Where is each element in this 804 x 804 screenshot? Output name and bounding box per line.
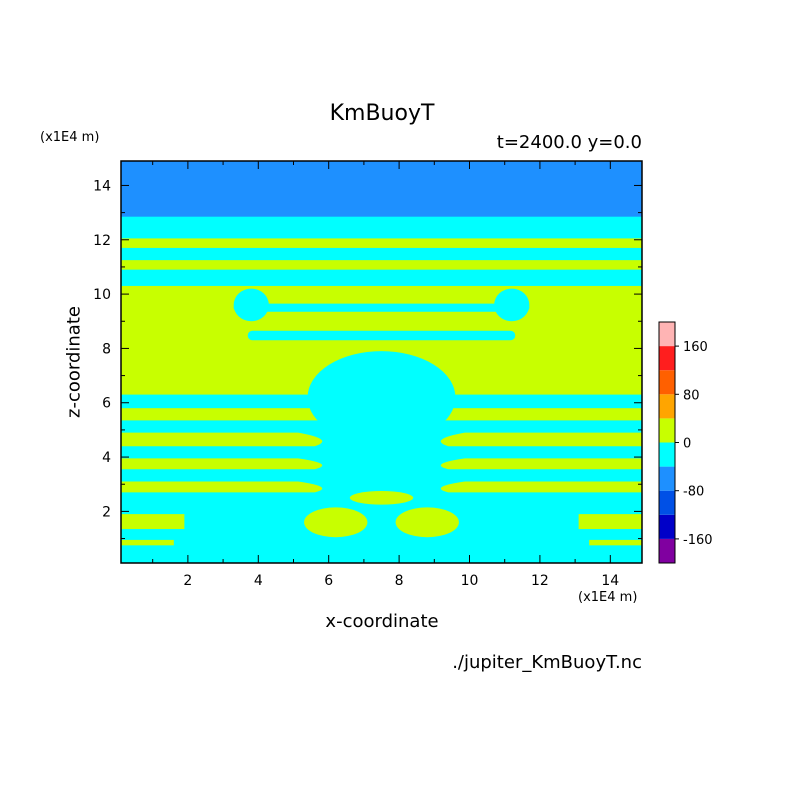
field-strip-negative bbox=[247, 330, 516, 341]
colorbar-segment bbox=[659, 346, 675, 371]
y-tick-label: 8 bbox=[102, 341, 111, 357]
field-blob-positive bbox=[304, 507, 368, 538]
y-tick-label: 4 bbox=[102, 450, 111, 466]
x-tick-label: 4 bbox=[254, 573, 263, 589]
colorbar-segment bbox=[659, 442, 675, 467]
field-blob-negative bbox=[494, 288, 530, 322]
chart-subtitle: t=2400.0 y=0.0 bbox=[496, 132, 642, 153]
x-axis: 2 4 6 8 10 12 14 bbox=[152, 161, 619, 589]
field-band-positive bbox=[589, 539, 642, 546]
field-band-positive bbox=[578, 514, 642, 530]
field-blob-negative bbox=[307, 351, 456, 444]
colorbar-segment bbox=[659, 394, 675, 419]
colorbar-tick-label: 0 bbox=[683, 437, 691, 452]
colorbar-tick-label: 80 bbox=[683, 388, 700, 403]
x-axis-label: x-coordinate bbox=[325, 611, 439, 632]
field-band-positive bbox=[121, 432, 323, 447]
colorbar-segment bbox=[659, 466, 675, 491]
field-blob-negative bbox=[332, 413, 431, 468]
field-band-positive bbox=[121, 260, 642, 270]
chart-title: KmBuoyT bbox=[329, 101, 435, 126]
x-axis-unit: (x1E4 m) bbox=[578, 590, 638, 605]
field-band-positive bbox=[440, 458, 642, 470]
colorbar-segment bbox=[659, 538, 675, 563]
colorbar-tick-label: -80 bbox=[683, 485, 704, 500]
y-axis-unit: (x1E4 m) bbox=[40, 130, 100, 145]
field-strip-negative bbox=[233, 303, 530, 312]
field-band-positive bbox=[440, 481, 642, 493]
x-tick-label: 14 bbox=[601, 573, 619, 589]
colorbar-segment bbox=[659, 490, 675, 515]
colorbar-segment bbox=[659, 322, 675, 347]
plot-border bbox=[120, 160, 643, 564]
plot-frame bbox=[120, 160, 643, 564]
field-top-band bbox=[121, 161, 642, 217]
colorbar-segment bbox=[659, 514, 675, 539]
x-tick-label: 2 bbox=[183, 573, 192, 589]
x-tick-label: 10 bbox=[461, 573, 479, 589]
colorbar-segment bbox=[659, 370, 675, 395]
field-band-positive bbox=[121, 458, 323, 470]
y-tick-label: 14 bbox=[93, 178, 111, 194]
x-tick-label: 6 bbox=[324, 573, 333, 589]
field-band-positive bbox=[121, 539, 174, 546]
y-tick-label: 10 bbox=[93, 287, 111, 303]
y-tick-label: 6 bbox=[102, 396, 111, 412]
colorbar-tick-label: -160 bbox=[683, 533, 713, 548]
field-band-positive bbox=[440, 432, 642, 447]
colorbar: 160 80 0 -80 -160 bbox=[658, 321, 713, 564]
y-tick-label: 2 bbox=[102, 504, 111, 520]
field-band-positive bbox=[121, 514, 185, 530]
field-blob-positive bbox=[349, 491, 414, 505]
source-file: ./jupiter_KmBuoyT.nc bbox=[452, 652, 642, 673]
y-axis-label: z-coordinate bbox=[63, 306, 85, 418]
colorbar-tick-label: 160 bbox=[683, 340, 708, 355]
x-tick-label: 12 bbox=[531, 573, 549, 589]
field-blob-negative bbox=[233, 288, 269, 322]
field-band-positive bbox=[121, 238, 642, 248]
y-tick-label: 12 bbox=[93, 233, 111, 249]
field-band-positive bbox=[121, 481, 323, 493]
colorbar-segment bbox=[659, 418, 675, 443]
y-axis: 2 4 6 8 10 12 14 bbox=[93, 178, 642, 540]
contour-field bbox=[121, 161, 642, 563]
field-blob-positive bbox=[395, 507, 459, 538]
x-tick-label: 8 bbox=[395, 573, 404, 589]
